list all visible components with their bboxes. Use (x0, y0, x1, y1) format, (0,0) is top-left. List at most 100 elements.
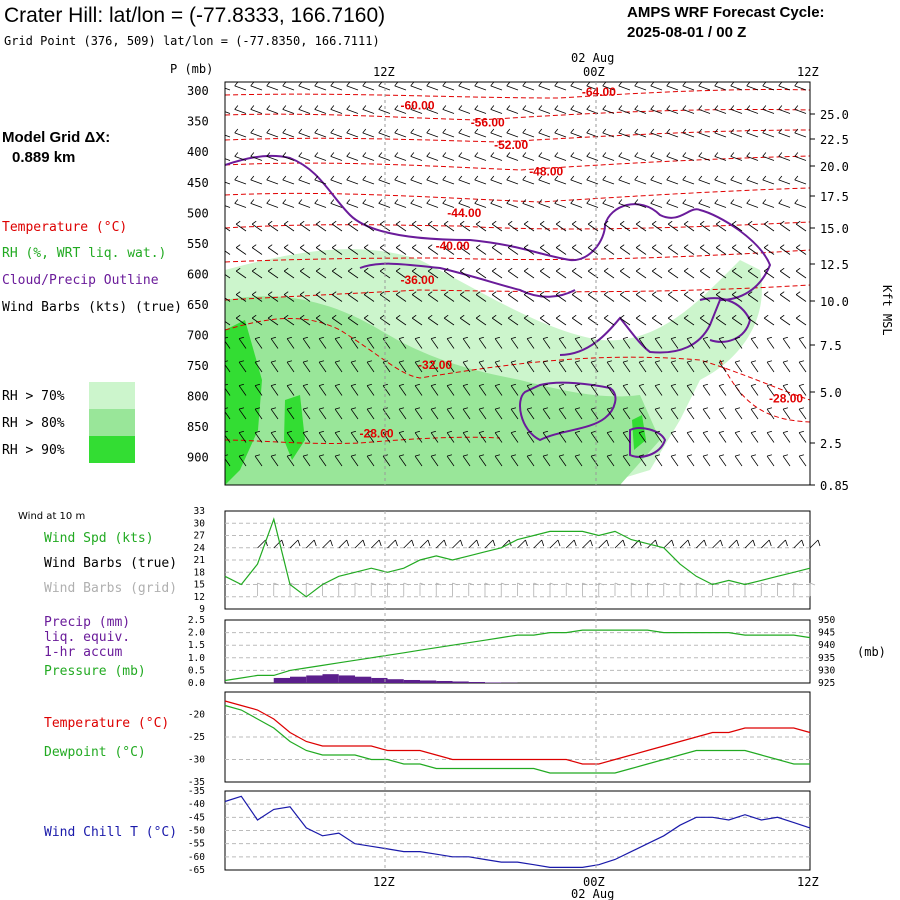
wind-barb (715, 314, 727, 326)
wind-barb (714, 128, 727, 138)
wind-barb (718, 430, 727, 443)
wind-barb (235, 220, 247, 232)
wind-barb (794, 105, 807, 114)
wind-barb (458, 128, 471, 138)
wind-barb (522, 128, 535, 138)
wind-barb (414, 360, 423, 373)
wind-barb (526, 336, 535, 349)
wind-barb (618, 105, 631, 114)
wind-barb (314, 105, 327, 114)
wind-barb (526, 383, 535, 396)
wind-barb (590, 360, 599, 373)
wind-barb (235, 291, 247, 302)
wind-barb (250, 105, 263, 114)
wind-barb (238, 336, 247, 349)
wind-barb (702, 360, 711, 373)
wind-barb (618, 152, 631, 161)
wind-barb (410, 199, 423, 208)
wind-barb (490, 105, 503, 114)
wind-barb (570, 105, 583, 114)
wind-barb (795, 220, 807, 232)
wind-barb (587, 314, 599, 326)
wind-barb (286, 407, 295, 420)
wind-barbs-grid (225, 82, 807, 467)
wind-barb (411, 220, 423, 232)
wind-barb (507, 220, 519, 232)
wind-barb (478, 383, 487, 396)
wind-barb (430, 336, 439, 349)
wind-barb (442, 199, 455, 208)
wind-barb (635, 244, 647, 255)
wind-barb (331, 267, 343, 279)
wind-barb (746, 199, 759, 208)
wind-barb (507, 267, 519, 279)
wind-barb (670, 454, 679, 467)
height-ticks: 25.0 22.5 20.0 17.5 15.0 12.5 10.0 7.5 5.0 2.5 0.8… (810, 108, 849, 493)
cycle-label: AMPS WRF Forecast Cycle: (627, 4, 825, 21)
ytick-label: 945 (818, 628, 835, 639)
ytick-label: 24 (194, 543, 206, 554)
wind-barb (734, 454, 743, 467)
wind-barb (225, 454, 231, 467)
wind-barb (779, 314, 791, 326)
wind-barb (666, 82, 679, 91)
wind-barb (314, 152, 327, 161)
wind-barb (778, 152, 791, 161)
wind-barb (542, 360, 551, 373)
wind-barb (270, 407, 279, 420)
wind-barb (443, 291, 455, 302)
wind-barb (283, 267, 295, 279)
wind-barb (346, 175, 359, 185)
wind-barb (283, 220, 295, 232)
wind-barb (474, 105, 487, 114)
wind-barb (270, 383, 279, 396)
wind-barb (538, 105, 551, 114)
wind-barb (315, 220, 327, 232)
wind-barb (506, 105, 519, 114)
wind-barb (506, 152, 519, 161)
wind-barb (586, 175, 599, 185)
wind-barb (779, 244, 791, 255)
wind-barb (714, 175, 727, 185)
wind-barb (302, 336, 311, 349)
wind-barb (731, 244, 743, 255)
bottom-date-label: 02 Aug (571, 887, 614, 900)
wind-barb (299, 267, 311, 279)
wind-barb (318, 383, 327, 396)
windchill-line (224, 795, 811, 869)
wind-barb (574, 360, 583, 373)
wind-barb (698, 199, 711, 208)
wind-barb (718, 336, 727, 349)
wind-barb (506, 82, 519, 91)
wind-barb (750, 430, 759, 443)
wind-barb (523, 244, 535, 255)
wind-barb (795, 291, 807, 302)
wind-barb (782, 336, 791, 349)
wind-barb (334, 336, 343, 349)
wind-barb (410, 152, 423, 161)
wind-barb (315, 291, 327, 302)
wind-barb (266, 199, 279, 208)
wind-barb (798, 336, 807, 349)
wind-barb (686, 360, 695, 373)
wind-barb (747, 244, 759, 255)
rh-key-80: RH > 80% (2, 416, 65, 431)
wind-barb (558, 454, 567, 467)
wind-barb (225, 181, 231, 185)
wind-barb (251, 220, 263, 232)
rh-key: RH > 70% RH > 80% RH > 90% (2, 382, 135, 463)
wind-barb (225, 87, 231, 91)
wind-barb (334, 383, 343, 396)
wind-barb (395, 220, 407, 232)
wind-barb (654, 430, 663, 443)
wind-barb (446, 360, 455, 373)
wind-barb (622, 454, 631, 467)
wind-barb (315, 267, 327, 279)
ytick-label: 18 (194, 567, 206, 578)
wind-barb (398, 360, 407, 373)
wind10m-label-barbs-grid: Wind Barbs (grid) (44, 581, 177, 596)
wind-barb (539, 244, 551, 255)
ytick-label: -35 (188, 777, 205, 788)
wind-barb (554, 128, 567, 138)
ytick-label: -40 (188, 799, 205, 810)
